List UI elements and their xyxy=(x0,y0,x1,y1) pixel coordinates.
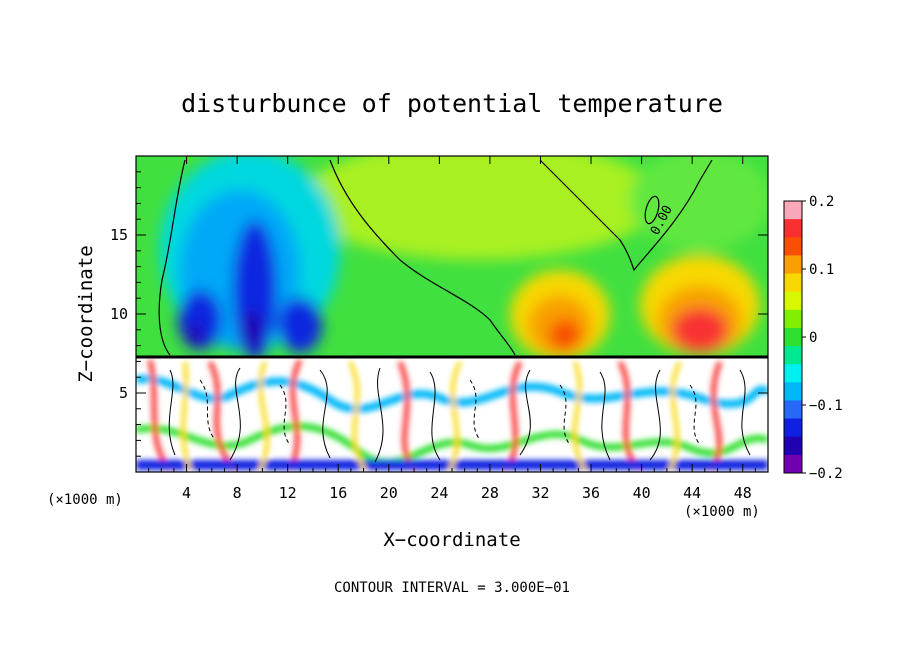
y-tick-label: 10 xyxy=(110,305,128,323)
colorbar-swatch xyxy=(784,237,802,256)
warm-region-right-core xyxy=(672,308,728,352)
zero-contour-right xyxy=(539,159,713,272)
cold-core-1 xyxy=(242,310,262,350)
lower-layer-band-1 xyxy=(136,374,768,413)
x-tick-label: 28 xyxy=(481,484,499,502)
lower-layer-band-5 xyxy=(181,361,682,472)
lower-layer-band-3 xyxy=(147,358,723,472)
x-tick-label: 20 xyxy=(380,484,398,502)
x-tick-label: 12 xyxy=(279,484,297,502)
colorbar-tick-label: −0.1 xyxy=(809,398,843,414)
lower-contour-lines xyxy=(168,367,751,463)
x-unit-left: (×1000 m) xyxy=(47,492,123,508)
cold-plume-right xyxy=(278,297,322,353)
x-tick-label: 4 xyxy=(182,484,191,502)
colorbar-swatch xyxy=(784,418,802,438)
warm-region-left-core xyxy=(549,319,581,351)
y-axis-label: Z−coordinate xyxy=(75,245,97,382)
colorbar-swatch xyxy=(784,255,802,275)
colorbar-tick-label: 0.1 xyxy=(809,262,834,278)
x-tick-label: 16 xyxy=(329,484,347,502)
chart-title: disturbunce of potential temperature xyxy=(181,89,723,118)
x-tick-label: 36 xyxy=(582,484,600,502)
lower-layer-base xyxy=(136,358,768,472)
x-axis-ticks: 4 8 12 16 20 24 28 32 36 40 44 48 xyxy=(148,156,756,502)
x-unit-right: (×1000 m) xyxy=(684,504,760,520)
x-axis-label: X−coordinate xyxy=(383,529,520,551)
y-axis-ticks: 5 10 15 xyxy=(110,171,768,457)
x-tick-label: 32 xyxy=(531,484,549,502)
colorbar-swatch xyxy=(784,382,802,401)
colorbar-tick-label: −0.2 xyxy=(809,466,843,482)
colorbar-swatch xyxy=(784,327,802,347)
colorbar-swatch xyxy=(784,400,802,420)
contour-interval-note: CONTOUR INTERVAL = 3.000E−01 xyxy=(334,580,570,596)
x-tick-label: 40 xyxy=(633,484,651,502)
zero-contour-left xyxy=(158,159,186,356)
colorbar-swatch xyxy=(784,291,802,311)
y-tick-label: 15 xyxy=(110,226,128,244)
colorbar-swatch xyxy=(784,309,802,329)
colorbar-swatch xyxy=(784,201,802,220)
x-tick-label: 24 xyxy=(430,484,448,502)
colorbar-swatch xyxy=(784,219,802,238)
colorbar-swatch xyxy=(784,273,802,293)
heatmap-field xyxy=(136,156,768,472)
x-tick-label: 8 xyxy=(233,484,242,502)
x-tick-label: 44 xyxy=(683,484,701,502)
cold-core-2 xyxy=(187,323,203,347)
colorbar-tick-label: 0.2 xyxy=(809,194,834,210)
colorbar-swatch xyxy=(784,364,802,383)
lower-dashed-contours xyxy=(199,379,701,446)
colorbar-swatch xyxy=(784,454,802,474)
colorbar-swatch xyxy=(784,346,802,365)
colorbar: 0.2 0.1 0 −0.1 −0.2 xyxy=(783,194,843,482)
upper-yellow-band xyxy=(300,156,660,260)
x-tick-label: 48 xyxy=(734,484,752,502)
lower-layer-band-2 xyxy=(136,422,768,466)
y-tick-label: 5 xyxy=(119,384,128,402)
colorbar-tick-label: 0 xyxy=(809,330,817,346)
upper-right-lime xyxy=(630,156,768,250)
zero-contour-loop xyxy=(644,195,660,225)
zero-contour-center xyxy=(329,159,516,356)
colorbar-swatch xyxy=(784,436,802,456)
